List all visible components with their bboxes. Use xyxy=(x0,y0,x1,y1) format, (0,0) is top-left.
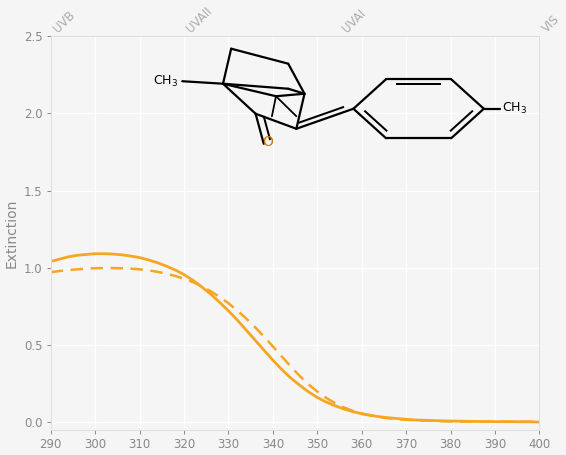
Text: CH$_3$: CH$_3$ xyxy=(502,101,528,116)
Text: O: O xyxy=(263,135,273,149)
Y-axis label: Extinction: Extinction xyxy=(4,198,18,268)
Text: CH$_3$: CH$_3$ xyxy=(153,74,178,89)
